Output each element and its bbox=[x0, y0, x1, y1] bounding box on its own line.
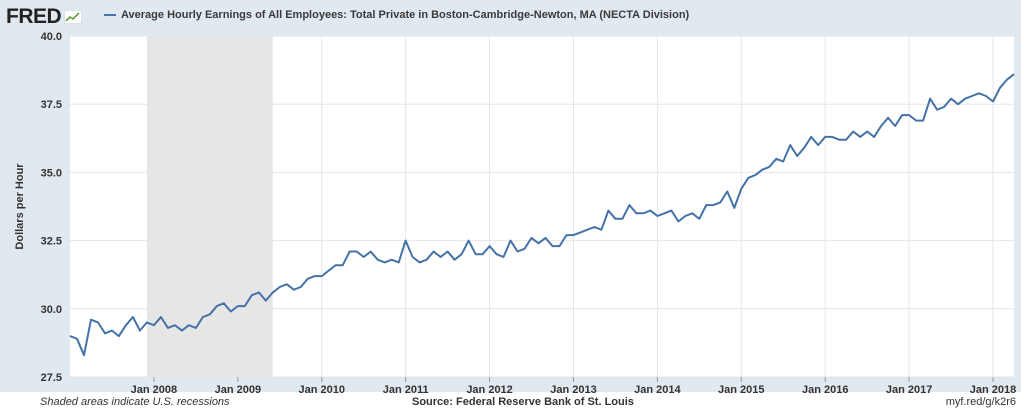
recession-note: Shaded areas indicate U.S. recessions bbox=[40, 396, 230, 408]
chart-legend: Average Hourly Earnings of All Employees… bbox=[104, 9, 689, 21]
x-tick-label: Jan 2013 bbox=[550, 384, 596, 396]
y-axis-label: Dollars per Hour bbox=[14, 163, 26, 250]
y-tick-label: 27.5 bbox=[41, 372, 62, 384]
series-line bbox=[69, 73, 1015, 357]
x-tick-label: Jan 2014 bbox=[634, 384, 681, 396]
y-tick-label: 30.0 bbox=[41, 304, 62, 316]
y-tick-label: 40.0 bbox=[41, 31, 62, 43]
source-credit: Source: Federal Reserve Bank of St. Loui… bbox=[412, 396, 634, 408]
y-tick-label: 32.5 bbox=[41, 236, 62, 248]
legend-label: Average Hourly Earnings of All Employees… bbox=[121, 9, 690, 21]
y-tick-label: 37.5 bbox=[41, 99, 62, 111]
y-tick-label: 35.0 bbox=[41, 167, 62, 179]
x-tick-label: Jan 2015 bbox=[718, 384, 764, 396]
x-tick-label: Jan 2016 bbox=[802, 384, 848, 396]
x-tick-label: Jan 2011 bbox=[383, 384, 429, 396]
x-tick-label: Jan 2017 bbox=[886, 384, 932, 396]
fred-logo[interactable]: FRED bbox=[6, 5, 83, 29]
x-tick-label: Jan 2009 bbox=[215, 384, 261, 396]
x-tick-label: Jan 2018 bbox=[970, 384, 1016, 396]
short-link[interactable]: myf.red/g/k2r6 bbox=[945, 396, 1016, 408]
x-tick-label: Jan 2012 bbox=[466, 384, 512, 396]
legend-swatch bbox=[104, 14, 116, 16]
x-tick-label: Jan 2008 bbox=[131, 384, 177, 396]
fred-graph-icon bbox=[64, 10, 83, 24]
x-tick-label: Jan 2010 bbox=[298, 384, 344, 396]
fred-logo-text: FRED bbox=[6, 5, 62, 28]
recession-shading bbox=[146, 36, 273, 377]
